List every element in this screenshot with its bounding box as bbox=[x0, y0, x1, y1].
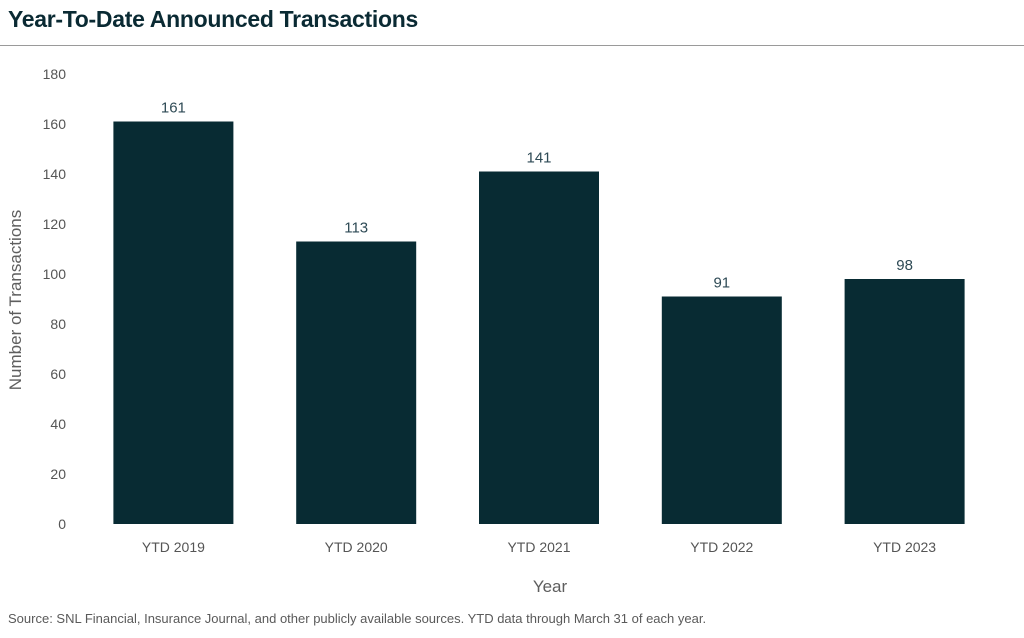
bar-chart: 0 20 40 60 80 100 120 140 160 180 161 113 141 91 98 Y… bbox=[6, 66, 965, 596]
bar-value-label: 113 bbox=[344, 220, 368, 237]
x-axis: YTD 2019 YTD 2020 YTD 2021 YTD 2022 YTD 2023 bbox=[142, 539, 936, 555]
y-tick-label: 60 bbox=[50, 366, 66, 382]
y-tick-label: 120 bbox=[43, 216, 67, 232]
x-tick-label: YTD 2019 bbox=[142, 539, 205, 555]
source-note: Source: SNL Financial, Insurance Journal… bbox=[8, 611, 707, 626]
y-tick-label: 140 bbox=[43, 166, 67, 182]
bar bbox=[479, 171, 599, 524]
data-labels: 161 113 141 91 98 bbox=[161, 100, 913, 292]
x-tick-label: YTD 2023 bbox=[873, 539, 936, 555]
y-tick-label: 20 bbox=[50, 466, 66, 482]
bar-value-label: 161 bbox=[161, 100, 186, 117]
x-tick-label: YTD 2021 bbox=[507, 539, 570, 555]
y-tick-label: 40 bbox=[50, 416, 66, 432]
y-tick-label: 100 bbox=[43, 266, 67, 282]
y-axis: 0 20 40 60 80 100 120 140 160 180 bbox=[43, 66, 67, 532]
bar-value-label: 141 bbox=[526, 150, 551, 167]
title-divider bbox=[0, 45, 1024, 46]
bar bbox=[296, 241, 417, 524]
y-tick-label: 0 bbox=[58, 516, 66, 532]
y-tick-label: 180 bbox=[43, 66, 67, 82]
bar bbox=[113, 121, 234, 524]
x-axis-title: Year bbox=[533, 577, 568, 596]
bar-value-label: 98 bbox=[896, 257, 913, 274]
bar-value-label: 91 bbox=[713, 275, 730, 292]
bar bbox=[844, 279, 965, 524]
y-tick-label: 80 bbox=[50, 316, 66, 332]
y-axis-title: Number of Transactions bbox=[6, 210, 25, 390]
y-tick-label: 160 bbox=[43, 116, 67, 132]
bar bbox=[661, 296, 782, 524]
x-tick-label: YTD 2022 bbox=[690, 539, 753, 555]
x-tick-label: YTD 2020 bbox=[325, 539, 388, 555]
page-title: Year-To-Date Announced Transactions bbox=[8, 6, 418, 32]
bars bbox=[113, 121, 965, 524]
